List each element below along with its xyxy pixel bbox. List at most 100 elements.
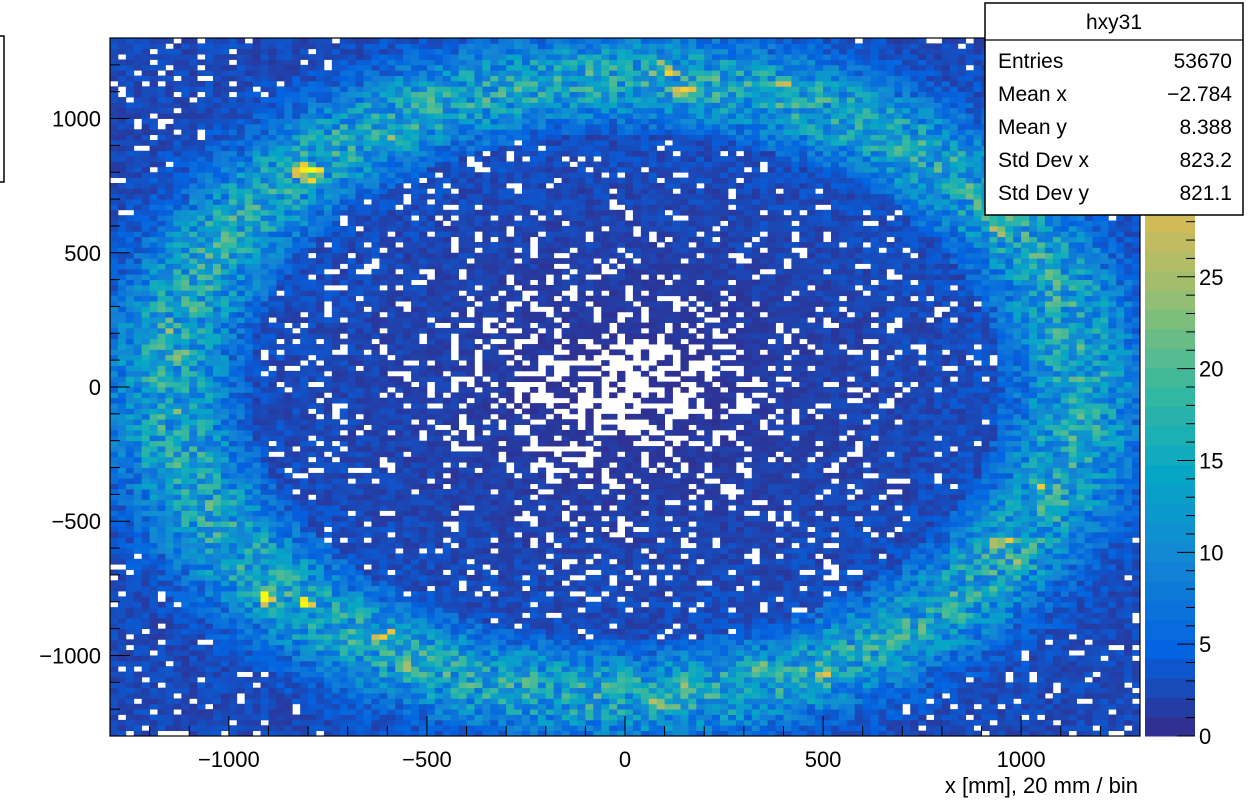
- heatmap-cell: [133, 38, 143, 44]
- heatmap-cell: [252, 129, 261, 136]
- heatmap-cell: [189, 86, 198, 93]
- heatmap-cell: [205, 472, 214, 479]
- heatmap-cell: [189, 429, 198, 436]
- heatmap-cell: [347, 440, 357, 447]
- heatmap-cell: [244, 408, 254, 415]
- heatmap-cell: [371, 268, 380, 275]
- heatmap-cell: [339, 258, 349, 264]
- heatmap-cell: [300, 548, 309, 554]
- heatmap-cell: [395, 252, 404, 259]
- heatmap-cell: [205, 344, 214, 350]
- heatmap-cell: [355, 483, 364, 490]
- heatmap-cell: [252, 478, 261, 485]
- heatmap-cell: [276, 408, 285, 415]
- heatmap-cell: [125, 472, 135, 479]
- heatmap-cell: [379, 548, 388, 554]
- heatmap-cell: [213, 161, 222, 168]
- heatmap-cell: [355, 102, 364, 109]
- heatmap-cell: [228, 505, 238, 511]
- heatmap-cell: [426, 703, 436, 710]
- heatmap-cell: [189, 247, 198, 254]
- heatmap-cell: [205, 478, 214, 485]
- heatmap-cell: [411, 113, 420, 119]
- heatmap-cell: [403, 558, 412, 565]
- heatmap-cell: [355, 301, 364, 307]
- heatmap-cell: [205, 505, 214, 511]
- heatmap-cell: [244, 156, 254, 162]
- heatmap-cell: [292, 172, 301, 178]
- heatmap-cell: [125, 225, 135, 232]
- heatmap-cell: [308, 451, 317, 458]
- heatmap-cell: [403, 268, 412, 275]
- heatmap-cell: [363, 462, 372, 468]
- heatmap-cell: [252, 349, 261, 356]
- heatmap-cell: [371, 510, 380, 517]
- heatmap-cell: [125, 204, 135, 211]
- heatmap-cell: [379, 655, 388, 662]
- heatmap-cell: [355, 462, 364, 468]
- heatmap-cell: [355, 258, 364, 264]
- heatmap-cell: [205, 403, 214, 409]
- heatmap-cell: [323, 48, 333, 55]
- heatmap-cell: [403, 118, 412, 125]
- heatmap-cell: [213, 446, 222, 452]
- heatmap-cell: [252, 596, 261, 603]
- heatmap-cell: [244, 70, 254, 76]
- heatmap-cell: [228, 714, 238, 721]
- heatmap-cell: [213, 349, 222, 356]
- heatmap-cell: [165, 505, 174, 511]
- heatmap-cell: [117, 150, 127, 157]
- heatmap-cell: [300, 526, 309, 533]
- heatmap-cell: [379, 666, 388, 672]
- heatmap-cell: [316, 676, 325, 683]
- heatmap-cell: [133, 601, 143, 608]
- heatmap-cell: [284, 489, 293, 495]
- heatmap-cell: [220, 494, 230, 501]
- heatmap-cell: [308, 322, 317, 329]
- heatmap-cell: [300, 376, 309, 383]
- heatmap-cell: [228, 585, 238, 592]
- heatmap-cell: [213, 107, 222, 114]
- heatmap-cell: [244, 499, 254, 506]
- heatmap-cell: [252, 252, 261, 259]
- heatmap-cell: [292, 451, 301, 458]
- heatmap-cell: [347, 242, 357, 248]
- heatmap-cell: [228, 660, 238, 667]
- heatmap-cell: [331, 472, 341, 479]
- heatmap-cell: [403, 161, 412, 168]
- heatmap-cell: [149, 510, 158, 517]
- heatmap-cell: [244, 129, 254, 136]
- heatmap-cell: [363, 381, 372, 388]
- heatmap-cell: [181, 714, 190, 721]
- heatmap-cell: [220, 172, 230, 178]
- heatmap-cell: [252, 709, 261, 715]
- heatmap-cell: [379, 150, 388, 157]
- heatmap-cell: [125, 676, 135, 683]
- heatmap-cell: [213, 408, 222, 415]
- heatmap-cell: [189, 156, 198, 162]
- heatmap-cell: [165, 462, 174, 468]
- heatmap-cell: [371, 64, 380, 71]
- heatmap-cell: [228, 360, 238, 366]
- heatmap-cell: [244, 75, 254, 82]
- heatmap-cell: [236, 38, 246, 44]
- heatmap-cell: [213, 462, 222, 468]
- heatmap-cell: [110, 38, 119, 44]
- heatmap-cell: [133, 306, 143, 313]
- heatmap-cell: [244, 306, 254, 313]
- heatmap-cell: [355, 392, 364, 399]
- heatmap-cell: [316, 231, 325, 238]
- heatmap-cell: [181, 623, 190, 630]
- heatmap-cell: [268, 70, 277, 76]
- heatmap-cell: [149, 225, 158, 232]
- heatmap-cell: [117, 596, 127, 603]
- heatmap-cell: [181, 397, 190, 404]
- heatmap-cell: [323, 338, 333, 345]
- heatmap-cell: [284, 419, 293, 425]
- heatmap-cell: [213, 279, 222, 286]
- heatmap-cell: [371, 693, 380, 699]
- heatmap-cell: [355, 456, 364, 463]
- heatmap-cell: [355, 215, 364, 221]
- heatmap-cell: [284, 123, 293, 130]
- heatmap-cell: [236, 505, 246, 511]
